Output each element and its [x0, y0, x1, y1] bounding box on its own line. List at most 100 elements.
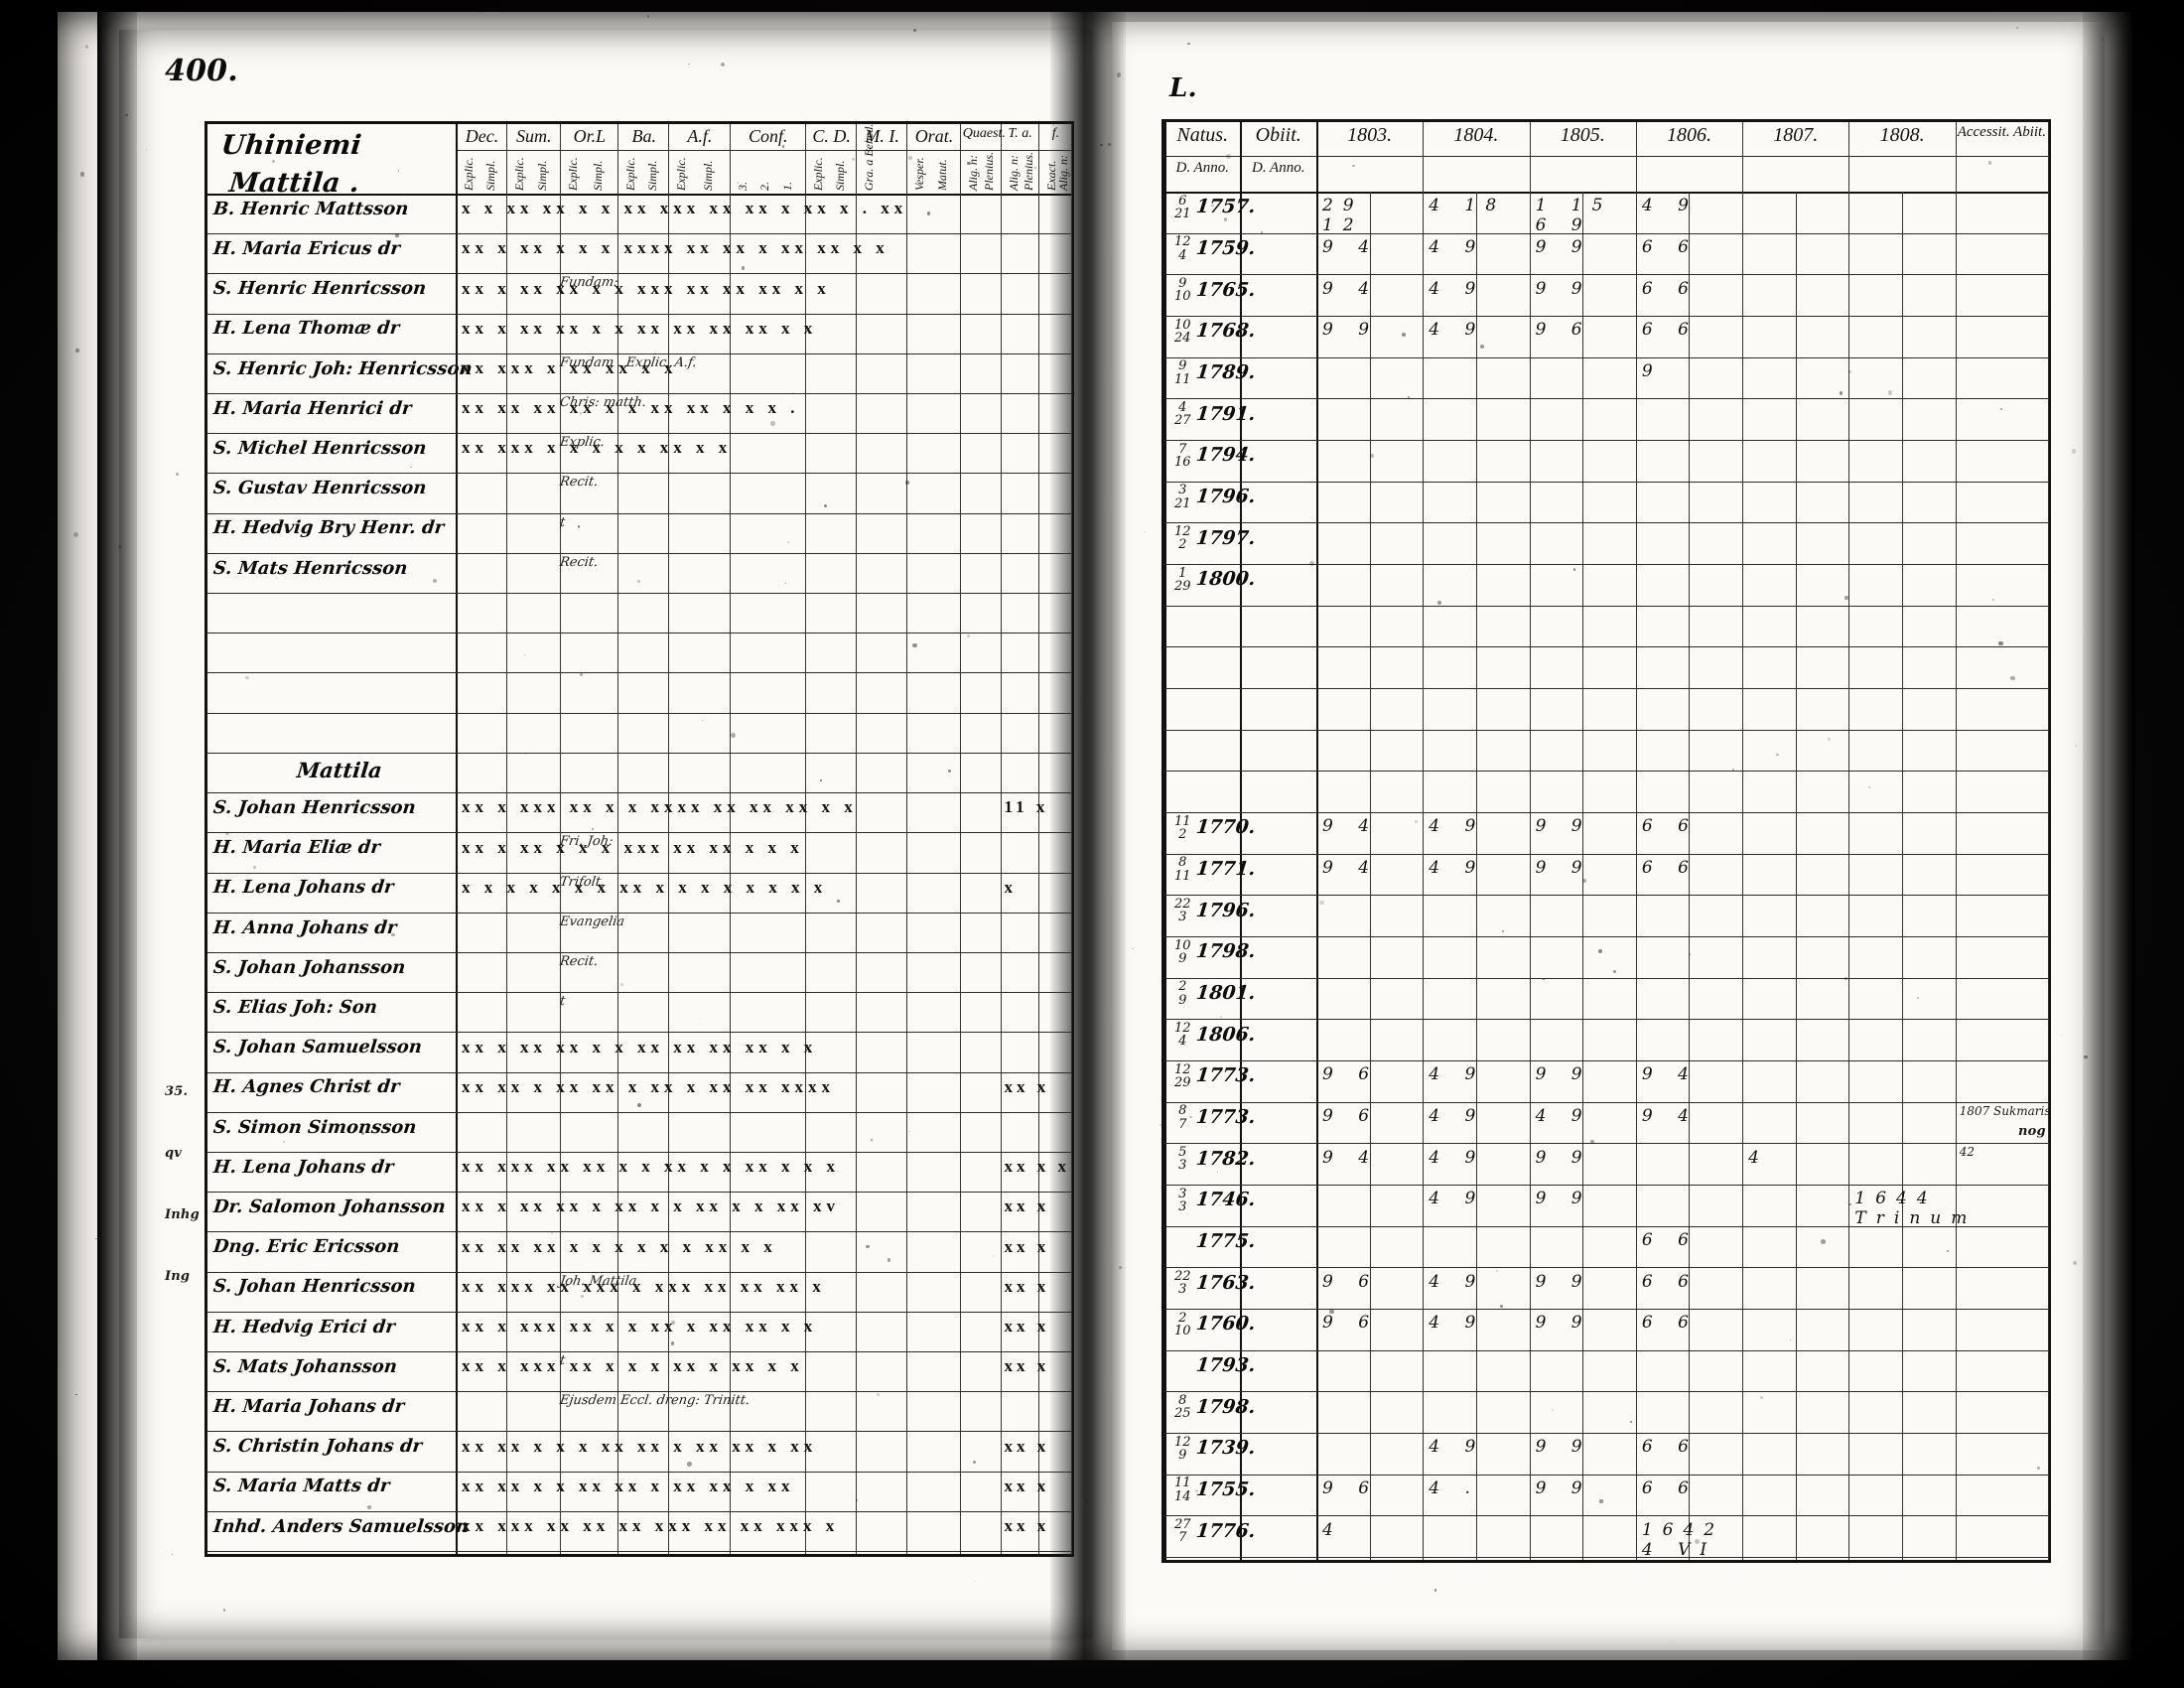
row-annotation: Trifolt.	[559, 874, 607, 890]
communion-year-mark: 4 9	[1429, 857, 1486, 878]
scan-speckle	[1079, 702, 1082, 704]
left-column-subheader: Explic.	[811, 157, 826, 191]
right-column-header: 1803.	[1347, 124, 1393, 146]
scan-speckle	[2060, 1035, 2062, 1037]
attendance-marks: xx xxx xx xx x x xx x x xx x x x	[462, 1157, 840, 1177]
row-rule	[1164, 646, 2048, 648]
column-rule	[1635, 122, 1637, 1560]
column-rule	[559, 124, 561, 1554]
scan-speckle	[271, 159, 276, 164]
scan-speckle	[1916, 996, 1919, 999]
year-column-split	[1582, 192, 1584, 1560]
birth-day-month: 4 27	[1174, 399, 1191, 429]
left-column-header: Ba.	[631, 126, 657, 146]
person-name: H. Maria Eliæ dr	[211, 837, 381, 859]
row-rule	[207, 233, 1071, 235]
birth-day-month: 3 21	[1174, 483, 1191, 511]
scan-speckle	[742, 266, 746, 270]
scan-speckle	[2075, 745, 2078, 747]
column-rule	[1000, 124, 1002, 1554]
row-annotation: t	[559, 514, 567, 530]
left-column-subheader: Plenius.	[982, 152, 997, 191]
left-column-header: f.	[1051, 126, 1060, 141]
row-rule	[1164, 564, 2048, 565]
communion-year-mark: 9 6	[1535, 320, 1592, 341]
communion-year-mark: 4 9	[1641, 196, 1699, 216]
communion-year-mark: 4 .	[1429, 1477, 1480, 1498]
scan-speckle	[1946, 1249, 1950, 1253]
birth-day-month: 2 9	[1178, 979, 1187, 1008]
scan-speckle	[1599, 1499, 1603, 1503]
attendance-marks: xx xxx x x x x x xx x x	[462, 438, 733, 458]
row-rule	[1164, 1019, 2048, 1021]
left-column-subheader: Explic.	[623, 157, 638, 191]
scan-speckle	[620, 983, 623, 986]
scan-speckle	[1495, 1269, 1499, 1273]
birth-year: 1793.	[1194, 1353, 1257, 1376]
person-name: Inhd. Anders Samuelsson	[211, 1515, 471, 1537]
header-sub-separator	[1164, 156, 2048, 157]
scan-speckle	[2071, 448, 2077, 454]
scan-speckle	[398, 170, 400, 172]
birth-year: 1776.	[1194, 1519, 1257, 1542]
row-rule	[207, 393, 1071, 395]
birth-year: 1739.	[1194, 1437, 1257, 1460]
attendance-marks: xx x xxx xx x x x xx x xx x x	[462, 1356, 804, 1376]
column-rule	[1240, 122, 1243, 1560]
right-column-subheader: D. Anno.	[1175, 160, 1229, 176]
left-column-subheader: Explic.	[462, 157, 476, 191]
left-column-header: Sum.	[516, 126, 552, 146]
row-rule	[1164, 232, 2048, 234]
folio-mark: L.	[1169, 73, 1197, 103]
tail-marks: x	[1004, 877, 1018, 897]
left-column-subheader: Explic.	[565, 157, 580, 191]
communion-year-mark: 6 6	[1641, 857, 1699, 878]
communion-year-mark: 6 6	[1641, 1229, 1699, 1250]
scan-speckle	[360, 1131, 365, 1135]
communion-year-mark: 4 9	[1429, 1313, 1486, 1334]
communion-year-mark: 9 4	[1321, 236, 1380, 257]
communion-year-mark: 4 9	[1429, 1105, 1486, 1126]
birth-day-month: 12 2	[1174, 523, 1191, 553]
scan-speckle	[1868, 785, 1871, 788]
tail-marks: xx x	[1004, 1436, 1050, 1456]
communion-year-mark: 9 4	[1641, 1105, 1699, 1126]
scan-speckle	[367, 1505, 371, 1509]
year-column-split	[1902, 192, 1904, 1560]
scan-speckle	[701, 719, 704, 722]
attendance-marks: xx xxx xx xx xx xxx xx xx xxx x	[462, 1516, 840, 1536]
row-rule	[207, 1431, 1071, 1433]
person-name: H. Hedvig Bry Henr. dr	[211, 517, 446, 539]
communion-year-mark: 9 6	[1321, 1105, 1380, 1126]
column-rule	[1742, 122, 1744, 1560]
scan-speckle	[171, 1553, 174, 1556]
scan-speckle	[579, 673, 583, 677]
column-rule	[617, 124, 619, 1554]
person-name: S. Johan Samuelsson	[211, 1037, 424, 1058]
scan-speckle	[927, 211, 931, 215]
scan-speckle	[1220, 1016, 1223, 1019]
scan-speckle	[1408, 396, 1410, 398]
birth-day-month: 12 4	[1174, 234, 1191, 263]
person-name: S. Simon Simonsson	[211, 1116, 418, 1138]
scan-speckle	[1988, 161, 1992, 165]
year-column-split	[1689, 192, 1691, 1560]
row-rule	[207, 1350, 1071, 1352]
row-rule	[207, 872, 1071, 874]
column-rule	[729, 124, 731, 1554]
scan-speckle	[1131, 947, 1134, 950]
row-rule	[1164, 1143, 2048, 1145]
attendance-marks: xx xxx x xx xx x x	[462, 358, 678, 378]
person-name: S. Gustav Henricsson	[211, 478, 428, 499]
scan-speckle	[1775, 753, 1779, 757]
scan-speckle	[523, 653, 527, 657]
communion-year-mark: 9 6	[1321, 1064, 1380, 1085]
scan-speckle	[687, 1461, 693, 1467]
row-annotation: Ejusdem Eccl. dreng: Trinitt.	[559, 1393, 751, 1409]
tail-marks: xx x	[1004, 1076, 1050, 1096]
scan-speckle	[577, 525, 581, 528]
birth-day-month: 1 29	[1174, 565, 1191, 595]
scan-speckle	[887, 1258, 890, 1262]
birth-year: 1746.	[1194, 1189, 1257, 1211]
header-separator	[207, 194, 1071, 196]
